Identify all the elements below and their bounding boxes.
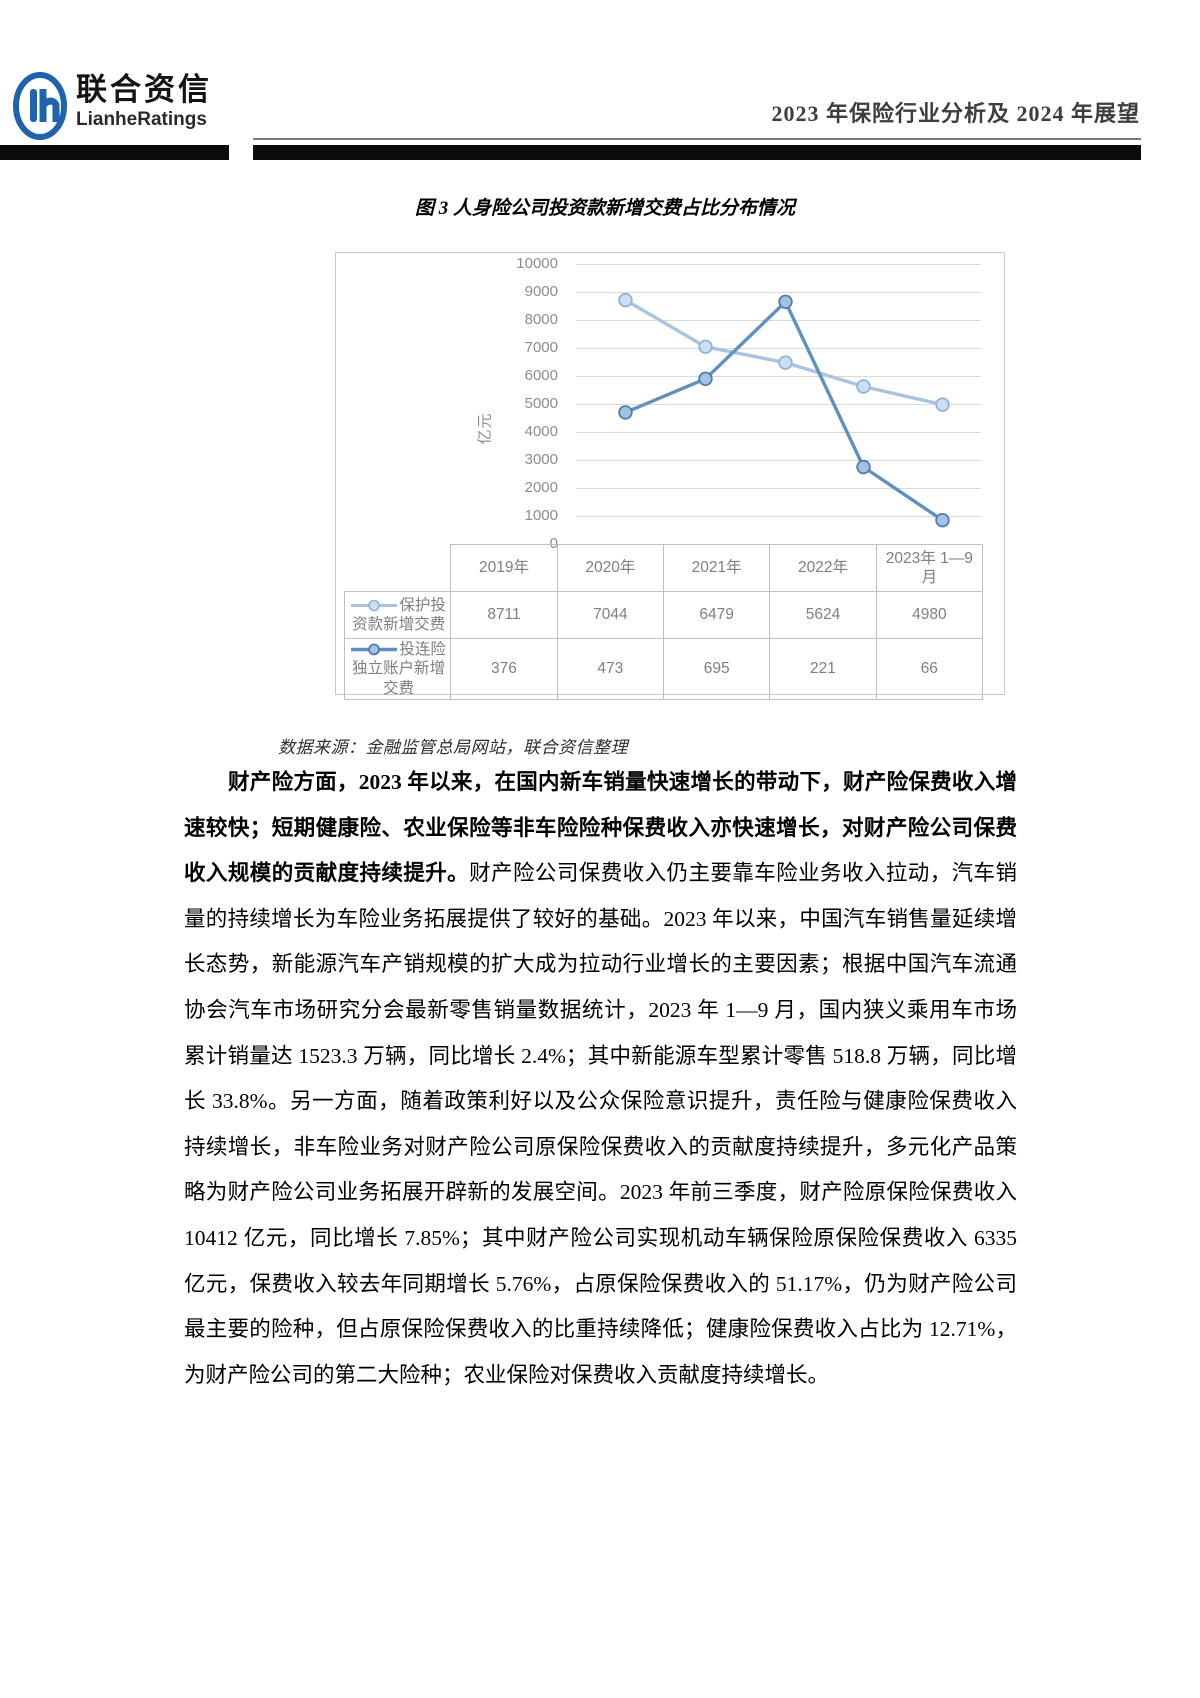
table-row-series-2: 投连险独立账户新增交费 376 473 695 221 66	[343, 637, 984, 701]
table-value-cell: 7044	[556, 591, 664, 639]
y-tick-label: 8000	[524, 311, 558, 328]
table-header-cell: 2020年	[556, 544, 664, 592]
table-row-series-1: 保护投资款新增交费 8711 7044 6479 5624 4980	[343, 591, 984, 639]
table-header-cell: 2019年	[450, 544, 558, 592]
series-1-name: 保护投资款新增交费	[352, 596, 446, 633]
figure-title: 图 3 人身险公司投资款新增交费占比分布情况	[414, 198, 796, 219]
table-header-cell: 2023年 1—9月	[875, 544, 984, 592]
y-tick-label: 3000	[524, 451, 558, 468]
chart-data-table: 2019年 2020年 2021年 2022年 2023年 1—9月 保护投资款…	[343, 544, 984, 701]
series-2-name: 投连险独立账户新增交费	[352, 641, 446, 697]
gridline	[576, 292, 981, 293]
gridline	[576, 488, 981, 489]
gridline	[576, 460, 981, 461]
y-tick-label: 10000	[516, 255, 558, 272]
body-lead-bold: 财产险方面，2023 年以来，在国内新车销量快速增长的带动下，财产险保费收入增速…	[184, 770, 1017, 886]
header-bar-left	[0, 145, 229, 160]
y-tick-label: 4000	[524, 423, 558, 440]
gridline	[576, 264, 981, 265]
table-header-row: 2019年 2020年 2021年 2022年 2023年 1—9月	[344, 544, 984, 592]
legend-marker-icon-series-1	[351, 599, 398, 612]
gridline	[576, 348, 981, 349]
gridline	[576, 320, 981, 321]
table-value-cell: 6479	[662, 591, 771, 639]
y-tick-label: 5000	[524, 395, 558, 412]
lianhe-ratings-logo-icon	[13, 72, 67, 140]
gridline	[576, 432, 981, 433]
y-tick-label: 0	[549, 535, 558, 552]
table-header-cell: 2021年	[662, 544, 771, 592]
brand-block: 联合资信 LianheRatings	[12, 72, 212, 140]
table-value-cell: 221	[769, 637, 877, 701]
y-tick-label: 1000	[524, 507, 558, 524]
table-value-cell: 66	[875, 637, 984, 701]
figure-3-chart: 0 1000 2000 3000 4000 5000 6000 7000 8000 9000 100…	[335, 252, 1005, 701]
body-text: 财产险公司保费收入仍主要靠车险业务收入拉动，汽车销量的持续增长为车险业务拓展提供…	[184, 861, 1017, 1387]
legend-marker-icon-series-2	[351, 644, 398, 656]
gridline	[576, 516, 981, 517]
y-tick-label: 6000	[524, 367, 558, 384]
table-value-cell: 695	[662, 637, 771, 701]
data-source-note: 数据来源：金融监管总局网站，联合资信整理	[278, 738, 628, 757]
header-bar-right	[253, 145, 1141, 160]
table-value-cell: 4980	[875, 591, 984, 639]
brand-name-cn: 联合资信	[76, 72, 212, 107]
table-value-cell: 5624	[769, 591, 877, 639]
gridline	[576, 404, 981, 405]
body-paragraph: 财产险方面，2023 年以来，在国内新车销量快速增长的带动下，财产险保费收入增速…	[184, 760, 1017, 1398]
document-title: 2023 年保险行业分析及 2024 年展望	[771, 101, 1140, 126]
gridline	[576, 376, 981, 377]
table-corner-cell	[344, 544, 452, 592]
table-value-cell: 473	[556, 637, 664, 701]
table-value-cell: 8711	[450, 591, 558, 639]
legend-label-cell: 投连险独立账户新增交费	[343, 637, 452, 701]
brand-name-en: LianheRatings	[76, 109, 207, 130]
table-value-cell: 376	[450, 637, 558, 701]
y-tick-label: 9000	[524, 283, 558, 300]
legend-label-cell: 保护投资款新增交费	[343, 591, 452, 639]
y-tick-label: 7000	[524, 339, 558, 356]
header-rule	[253, 138, 1141, 140]
table-header-cell: 2022年	[769, 544, 877, 592]
y-axis-title: 亿元	[476, 412, 494, 445]
y-tick-label: 2000	[524, 479, 558, 496]
